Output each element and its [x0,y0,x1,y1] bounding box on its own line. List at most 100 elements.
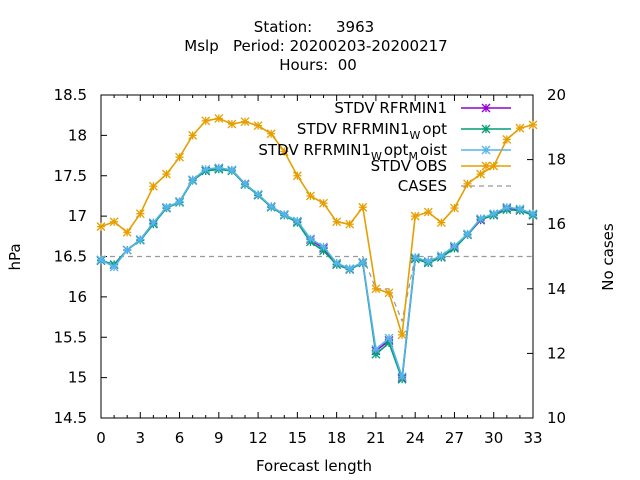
series-4 [101,255,533,322]
legend-label-subscript: W [410,129,421,142]
legend-marker [481,103,491,113]
x-tick-label: 0 [96,429,106,447]
data-point [371,344,381,354]
data-point [292,171,302,181]
data-point [410,252,420,262]
data-point [476,169,486,179]
data-point [279,210,289,219]
y2-tick-label: 20 [547,86,566,104]
y-tick-label: 15 [68,369,87,387]
series-layer [96,113,538,384]
x-tick-label: 12 [249,429,268,447]
legend-label-part: opt [384,141,409,159]
legend-label: STDV RFRMIN1 [334,99,447,117]
x-tick-label: 6 [175,429,185,447]
data-point [148,181,158,191]
series-line [100,166,534,378]
x-tick-label: 30 [484,429,503,447]
legend-entry-4: CASES [398,177,511,195]
data-point [345,264,355,274]
title-line-1: Station: 3963 [254,18,374,36]
data-point [384,333,394,343]
data-point [161,169,171,179]
data-point [161,202,171,212]
legend-label: STDV RFRMIN1W optM oist [258,141,447,163]
data-point [397,372,407,382]
data-point [384,288,394,298]
data-point [515,204,525,214]
legend-entry-1: STDV RFRMIN1W opt [297,120,511,142]
data-point [332,258,342,268]
data-point [253,189,263,199]
series-3 [96,113,538,340]
data-point [305,191,315,201]
data-point [122,227,132,237]
x-tick-label: 27 [445,429,464,447]
data-point [345,219,355,229]
y-axis-label: hPa [6,243,24,270]
series-line [101,255,533,322]
data-point [188,175,198,185]
legend-label-subscript: M [408,150,418,163]
y-tick-label: 18.5 [54,86,87,104]
data-point [109,217,119,227]
data-point [371,284,381,294]
data-point [449,241,459,251]
data-point [476,214,486,224]
y-tick-label: 15.5 [54,328,87,346]
data-point [175,197,185,207]
data-point [528,209,538,219]
legend-label-part: oist [420,141,447,159]
y2-tick-label: 10 [547,409,566,427]
legend-label: STDV OBS [371,157,447,175]
y2-tick-label: 18 [547,151,566,169]
legend-entry-2: STDV RFRMIN1W optM oist [258,141,511,163]
data-point [502,202,512,212]
x-axis-label: Forecast length [256,457,372,475]
data-point [305,234,315,244]
legend-label-part: STDV RFRMIN1 [258,141,371,159]
data-point [528,120,538,130]
x-tick-label: 15 [288,429,307,447]
data-point [240,179,250,189]
data-point [135,209,145,219]
data-point [397,330,407,340]
chart-title: Station: 3963 Mslp Period: 20200203-2020… [184,18,447,74]
series-line [100,168,534,381]
data-point [135,235,145,245]
x-tick-label: 33 [523,429,542,447]
data-point [489,209,499,219]
series-0 [96,164,538,383]
legend-entry-0: STDV RFRMIN1 [334,99,511,117]
data-point [201,164,211,174]
legend-label: STDV RFRMIN1W opt [297,120,447,142]
y2-tick-label: 14 [547,280,566,298]
series-line [100,117,534,336]
data-point [292,216,302,226]
data-point [332,217,342,227]
x-tick-label: 18 [327,429,346,447]
data-point [214,163,224,173]
data-point [253,121,263,131]
axes: 0 3 6 9 12 15 18 21 24 27 30 33 14.5 15 15.5 16 16.5 17 17… [54,86,567,447]
data-point [201,116,211,126]
y-tick-label: 17.5 [54,167,87,185]
legend-marker [481,161,491,171]
legend-label-part: STDV RFRMIN1 [297,120,410,138]
data-point [502,134,512,144]
data-point [214,113,224,123]
data-point [96,255,106,265]
legend-marker [481,145,491,155]
series-1 [96,164,538,384]
data-point [423,207,433,217]
data-point [175,152,185,162]
data-point [463,229,473,239]
data-point [279,147,289,156]
y-tick-label: 18 [68,126,87,144]
x-tick-label: 24 [406,429,425,447]
data-point [449,203,459,213]
data-point [227,119,237,129]
data-point [148,218,158,228]
